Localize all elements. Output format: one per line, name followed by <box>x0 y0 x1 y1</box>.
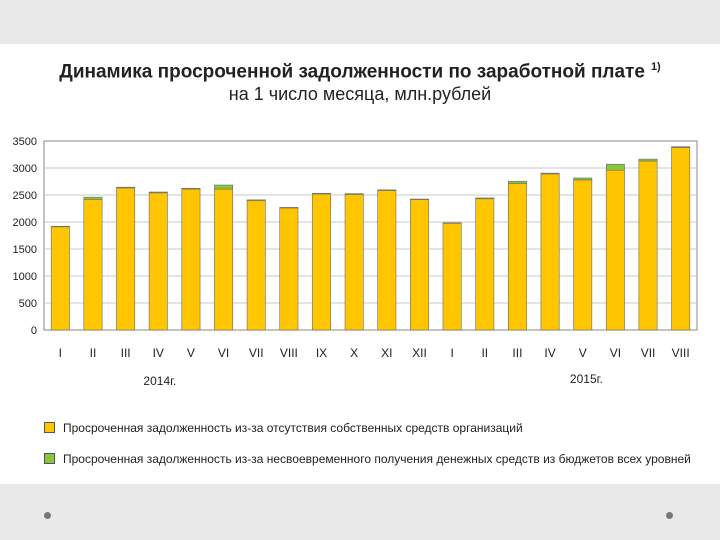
x-tick-label: XI <box>381 346 392 360</box>
bar-own-funds <box>410 199 429 331</box>
chart-title: Динамика просроченной задолженности по з… <box>0 56 720 83</box>
legend-swatch-budget <box>44 453 55 464</box>
bar-budget <box>442 222 462 224</box>
x-tick-label: I <box>59 346 62 360</box>
slide-dot-left <box>44 512 51 519</box>
bar-budget <box>475 197 495 200</box>
bar-own-funds <box>475 198 495 331</box>
y-tick-label: 1500 <box>13 244 37 256</box>
bar-own-funds <box>671 147 691 331</box>
x-tick-label: VII <box>641 346 656 360</box>
bar-budget <box>83 196 103 200</box>
bar-budget <box>344 193 364 195</box>
x-tick-label: X <box>350 346 358 360</box>
x-tick-label: IX <box>316 346 327 360</box>
x-tick-label: III <box>512 346 522 360</box>
bar-own-funds <box>246 200 266 331</box>
legend-label-own-funds: Просроченная задолженность из-за отсутст… <box>63 421 523 435</box>
x-tick-label: IV <box>153 346 164 360</box>
y-tick-label: 1000 <box>13 271 37 283</box>
bar-budget <box>312 193 331 195</box>
x-tick-label: VII <box>249 346 264 360</box>
legend-label-budget: Просроченная задолженность из-за несвоев… <box>63 452 691 466</box>
slide-dot-right <box>666 512 673 519</box>
bar-budget <box>214 184 234 190</box>
bar-own-funds <box>279 207 299 331</box>
x-tick-label: VIII <box>280 346 298 360</box>
bar-own-funds <box>573 179 593 331</box>
bar-budget <box>148 191 168 194</box>
bar-own-funds <box>605 169 625 331</box>
chart-subtitle: на 1 число месяца, млн.рублей <box>228 84 492 104</box>
y-tick-label: 3500 <box>13 136 37 148</box>
legend-item-budget: Просроченная задолженность из-за несвоев… <box>44 452 691 466</box>
x-tick-label: IV <box>544 346 555 360</box>
chart-title-text: Динамика просроченной задолженности по з… <box>59 61 645 83</box>
bar-own-funds <box>442 222 462 331</box>
bar-budget <box>279 207 299 209</box>
bar-own-funds <box>377 190 397 331</box>
bar-budget <box>116 186 136 189</box>
title-footnote: 1) <box>650 61 661 73</box>
bar-budget <box>181 187 201 190</box>
x-tick-label: V <box>187 346 195 360</box>
x-tick-label: III <box>121 346 131 360</box>
x-tick-label: XII <box>412 346 427 360</box>
x-tick-label: II <box>90 346 97 360</box>
bar-budget <box>671 146 691 148</box>
x-tick-label: VI <box>218 346 229 360</box>
bar-own-funds <box>540 173 560 331</box>
bar-budget <box>540 172 560 175</box>
bar-budget <box>377 189 397 191</box>
legend-swatch-own-funds <box>44 422 55 433</box>
bar-budget <box>246 199 266 201</box>
bar-budget <box>50 226 70 228</box>
bar-own-funds <box>214 188 234 331</box>
bar-own-funds <box>148 192 168 331</box>
y-tick-label: 2500 <box>13 190 37 202</box>
x-tick-label: VI <box>610 346 621 360</box>
y-tick-label: 500 <box>19 298 37 310</box>
bar-own-funds <box>507 183 527 331</box>
bar-own-funds <box>344 194 364 331</box>
x-tick-label: V <box>579 346 587 360</box>
y-tick-label: 0 <box>31 325 37 337</box>
legend-item-own-funds: Просроченная задолженность из-за отсутст… <box>44 421 523 435</box>
y-tick-label: 3000 <box>13 163 37 175</box>
year-label: 2014г. <box>143 374 176 388</box>
bar-budget <box>638 158 658 162</box>
plot-area <box>43 140 698 331</box>
bar-own-funds <box>181 188 201 331</box>
bar-own-funds <box>312 193 331 331</box>
bar-budget <box>573 177 593 181</box>
bar-own-funds <box>83 199 103 331</box>
x-tick-label: II <box>481 346 488 360</box>
bar-budget <box>507 180 527 184</box>
bar-own-funds <box>116 187 136 331</box>
year-label: 2015г. <box>570 372 603 386</box>
x-tick-label: VIII <box>672 346 690 360</box>
bar-budget <box>410 198 429 200</box>
y-tick-label: 2000 <box>13 217 37 229</box>
x-tick-label: I <box>450 346 453 360</box>
bar-own-funds <box>50 226 70 331</box>
bar-budget <box>605 163 625 171</box>
bar-own-funds <box>638 160 658 331</box>
